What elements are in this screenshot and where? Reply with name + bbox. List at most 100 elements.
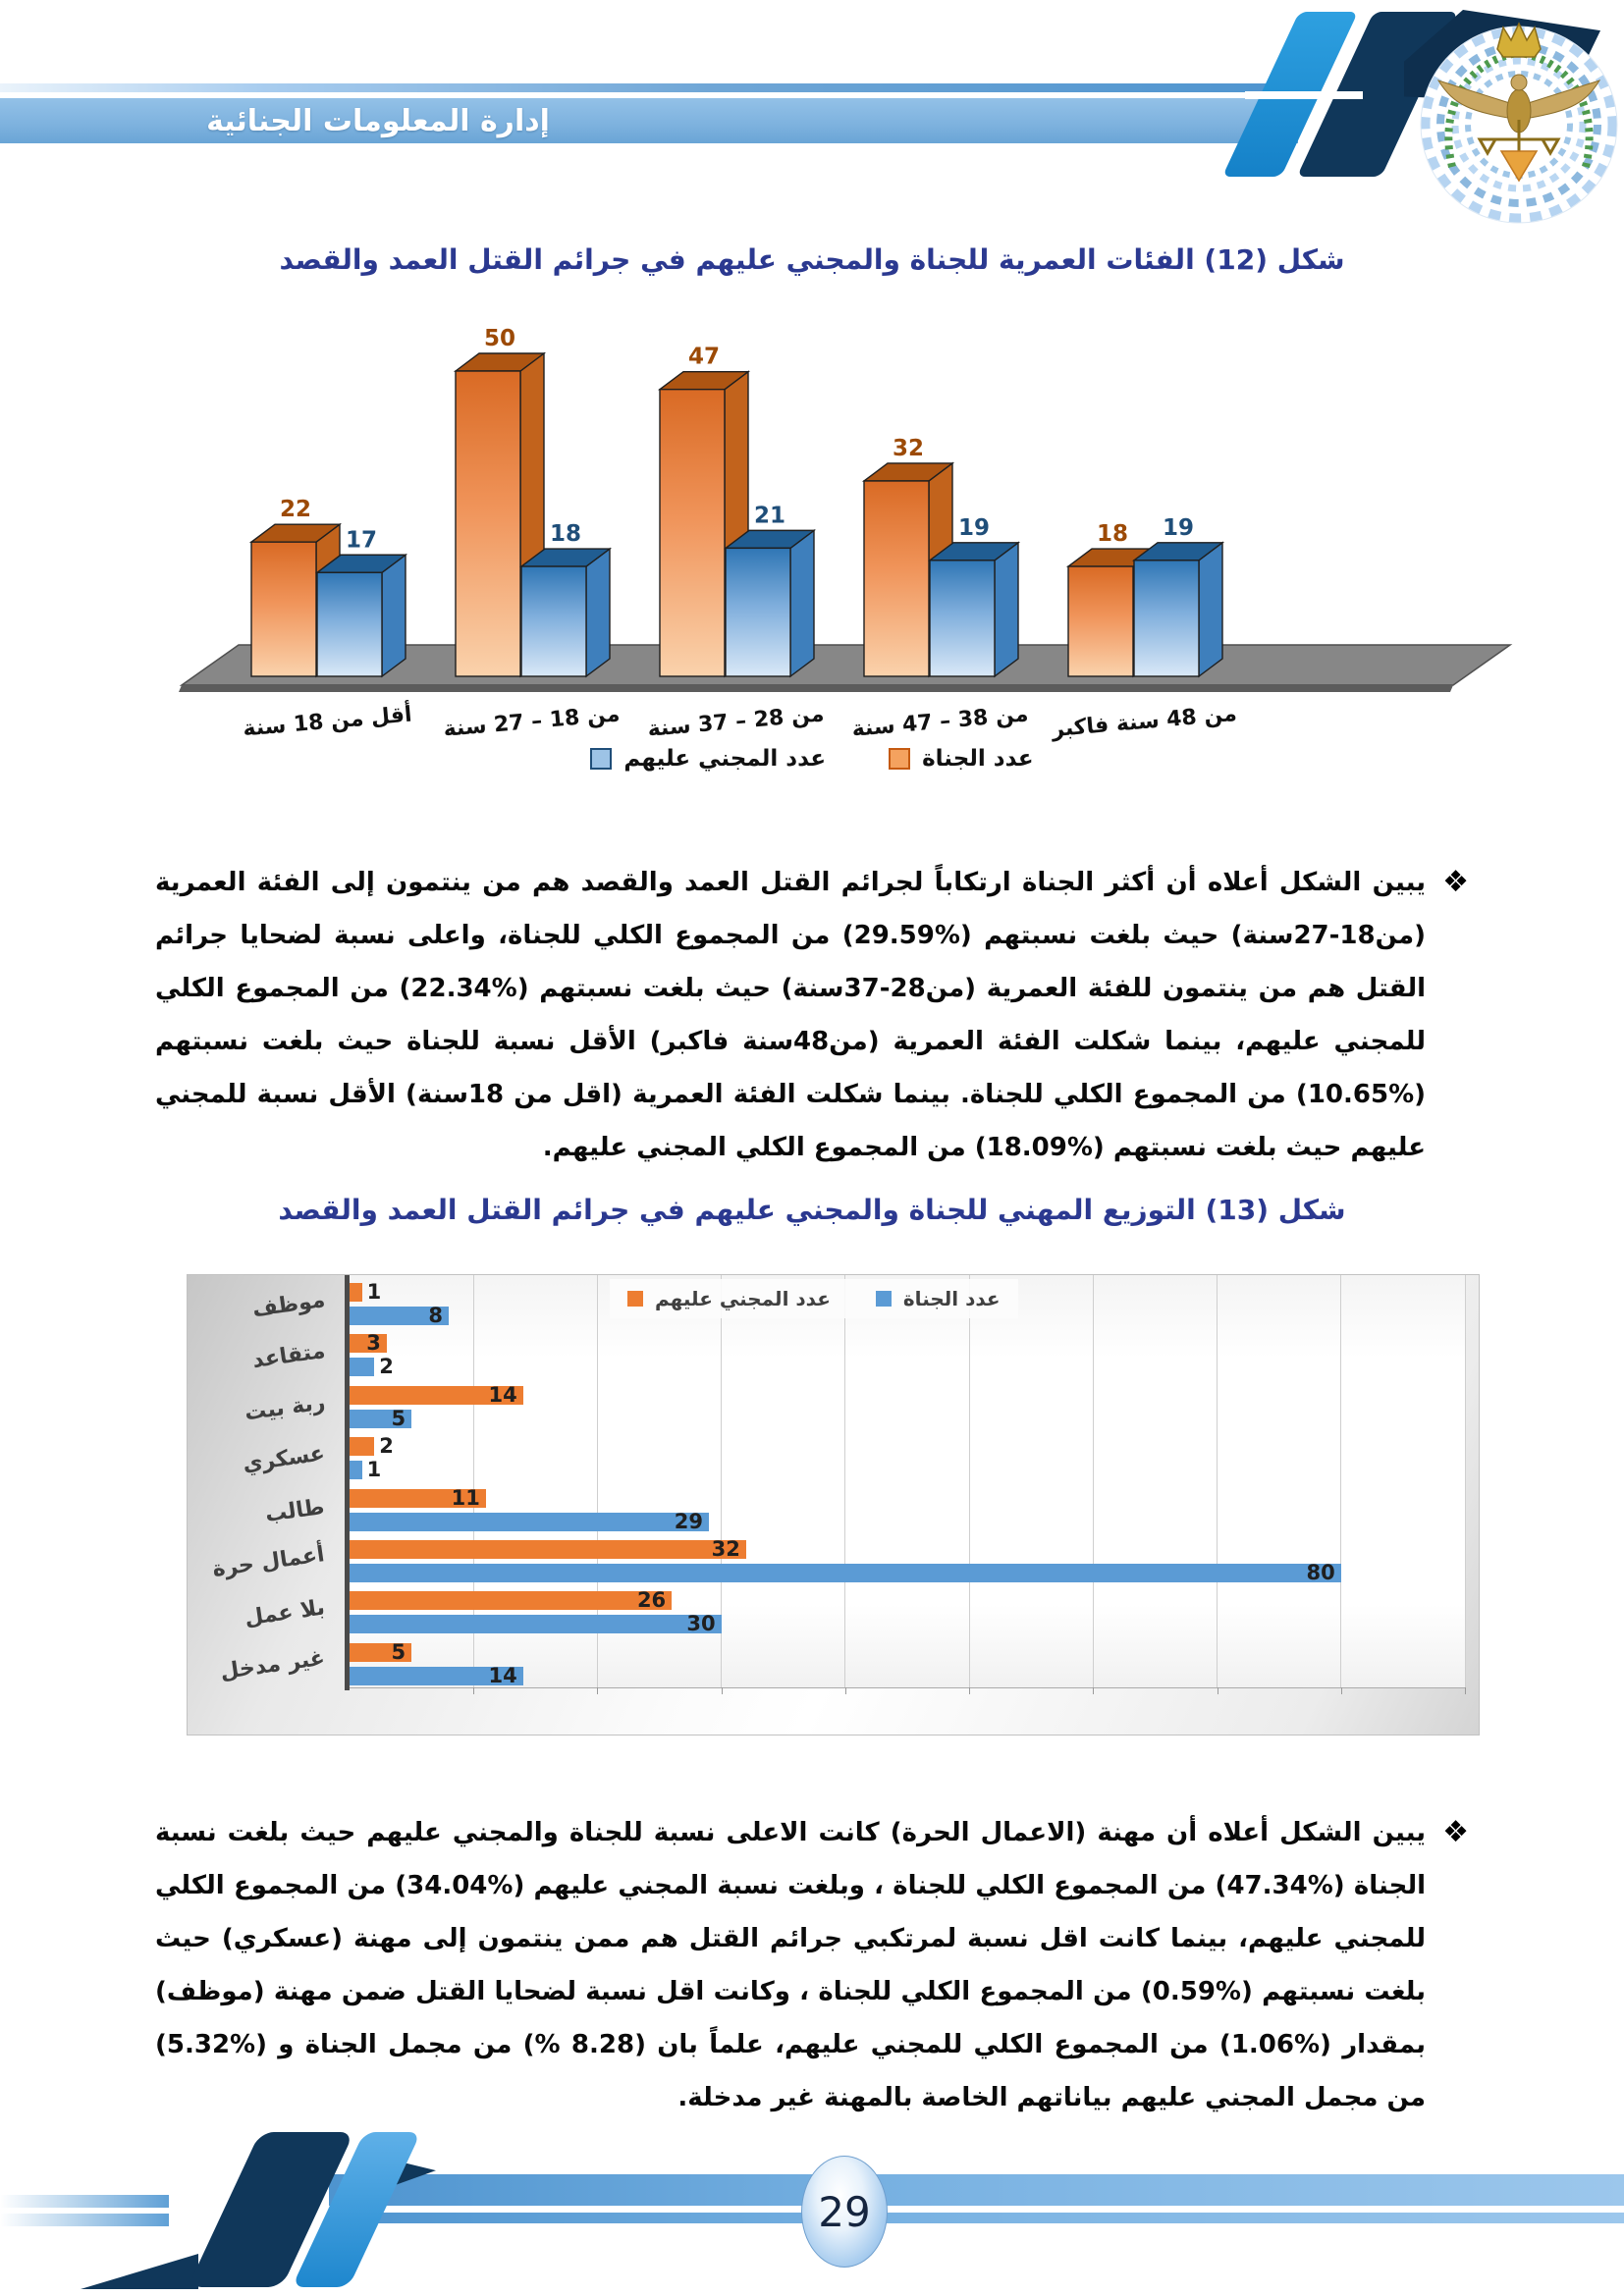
value-label: 30 [686, 1612, 716, 1636]
category-label: من 18 – 27 سنة [443, 702, 622, 742]
3d-bar [927, 541, 1021, 678]
legend-label-perpetrators: عدد الجناة [902, 1287, 1001, 1310]
category-label: من 28 – 37 سنة [647, 702, 826, 742]
axis-tick [1093, 1687, 1095, 1694]
footer-band [329, 2174, 1624, 2223]
value-label: 21 [754, 503, 785, 528]
value-label: 1 [366, 1280, 382, 1304]
header-department-title: إدارة المعلومات الجنائية [206, 104, 550, 138]
category-label: موظف [250, 1287, 327, 1323]
value-label: 14 [488, 1663, 517, 1687]
value-label: 11 [451, 1485, 480, 1510]
bar: 14 [350, 1382, 523, 1407]
category-label: بلا عمل [243, 1595, 327, 1631]
bar: 8 [350, 1304, 449, 1327]
diamond-bullet-icon: ❖ [1442, 865, 1469, 899]
bar: 26 [350, 1588, 673, 1613]
3d-bar [723, 528, 817, 678]
figure12-3d-bar-chart: 22 17 أقل من 18 سنة 50 18 من 18 – 27 سنة 47 21 م… [179, 326, 1513, 742]
value-label: 80 [1306, 1561, 1335, 1584]
value-label: 22 [280, 497, 311, 522]
footer-navy-triangle-bottom [81, 2254, 198, 2289]
figure13-category-labels: موظف متقاعد ربة بيت عسكري طالب أعمال حرة بلا ع… [188, 1275, 341, 1687]
figure12-title: شكل (12) الفئات العمرية للجناة والمجني ع… [279, 243, 1345, 276]
bar: 29 [350, 1509, 710, 1533]
value-label: 29 [674, 1509, 704, 1533]
category-label: طالب [264, 1494, 327, 1527]
header-stripe-gap [1245, 91, 1363, 99]
gridline [1340, 1275, 1342, 1687]
page-number-badge: 29 [801, 2156, 888, 2268]
bar: 2 [350, 1357, 394, 1377]
figure13-title: شكل (13) التوزيع المهني للجناة والمجني ع… [278, 1194, 1346, 1226]
value-label: 2 [379, 1355, 394, 1379]
psd-emblem-logo [1420, 22, 1618, 224]
bar: 11 [350, 1485, 486, 1510]
victims-swatch-icon [590, 748, 613, 770]
shield-icon [1499, 150, 1539, 183]
footer-left-band-stripe [0, 2208, 169, 2214]
gridline [596, 1275, 598, 1687]
scales-icon [1477, 120, 1561, 157]
footer-band-stripe [329, 2206, 1624, 2213]
axis-tick [597, 1687, 599, 1694]
category-label: ربة بيت [243, 1390, 327, 1426]
header-thin-band [0, 83, 1294, 92]
ground-plate-edge [179, 685, 1453, 692]
paragraph-2-text: يبين الشكل أعلاه أن مهنة (الاعمال الحرة)… [155, 1818, 1427, 2112]
figure13-horizontal-bar-chart: 1 8 3 2 14 5 2 1 11 29 32 80 26 30 5 14 موظف متقاعد ربة ب… [187, 1274, 1480, 1735]
value-label: 2 [379, 1434, 394, 1459]
category-label: من 38 – 47 سنة [851, 702, 1030, 742]
legend-label-perpetrators: عدد الجناة [922, 746, 1034, 772]
value-label: 32 [893, 436, 924, 461]
victims-swatch-icon [627, 1291, 643, 1307]
axis-tick [969, 1687, 971, 1694]
paragraph-1-text: يبين الشكل أعلاه أن أكثر الجناة ارتكاباً… [155, 868, 1426, 1162]
value-label: 50 [484, 326, 515, 351]
value-label: 5 [391, 1639, 406, 1664]
bar: 2 [350, 1436, 394, 1457]
axis-tick [473, 1687, 475, 1694]
value-label: 18 [1097, 521, 1128, 547]
legend-label-victims: عدد المجني عليهم [655, 1287, 831, 1310]
3d-bar [518, 547, 613, 678]
figure13-y-axis [345, 1275, 350, 1690]
analysis-paragraph-2: ❖ يبين الشكل أعلاه أن مهنة (الاعمال الحر… [155, 1806, 1469, 2124]
3d-bar [314, 553, 408, 678]
bar: 1 [350, 1282, 381, 1303]
value-label: 8 [428, 1304, 443, 1327]
axis-tick [844, 1687, 846, 1694]
bar: 30 [350, 1612, 722, 1636]
figure13-legend: عدد المجني عليهم عدد الجناة [610, 1279, 1018, 1318]
figure13-plot-area: 1 8 3 2 14 5 2 1 11 29 32 80 26 30 5 14 [350, 1275, 1466, 1687]
crown-icon [1496, 22, 1542, 58]
value-label: 3 [366, 1331, 381, 1356]
legend-label-victims: عدد المجني عليهم [623, 746, 827, 772]
value-label: 32 [711, 1537, 740, 1561]
value-label: 47 [688, 345, 720, 370]
legend-item-victims: عدد المجني عليهم [590, 746, 826, 772]
bar: 3 [350, 1331, 387, 1356]
figure12-legend: عدد الجناة عدد المجني عليهم [0, 746, 1624, 772]
bar: 1 [350, 1460, 381, 1480]
category-label: أعمال حرة [210, 1542, 327, 1582]
analysis-paragraph-1: ❖ يبين الشكل أعلاه أن أكثر الجناة ارتكاب… [155, 856, 1469, 1174]
category-label: غير مدخل [218, 1645, 327, 1685]
bar: 14 [350, 1663, 523, 1687]
gridline [1464, 1275, 1466, 1687]
bar: 80 [350, 1561, 1341, 1584]
header-band [0, 98, 1298, 143]
3d-bar [1131, 541, 1225, 678]
value-label: 5 [391, 1406, 406, 1430]
page-number: 29 [818, 2187, 871, 2236]
gridline [968, 1275, 970, 1687]
axis-tick [1340, 1687, 1342, 1694]
value-label: 26 [636, 1588, 667, 1613]
category-label: من 48 سنة فاكبر [1050, 702, 1238, 742]
bar: 32 [350, 1537, 746, 1561]
perpetrators-swatch-icon [875, 1291, 892, 1307]
value-label: 19 [958, 515, 990, 541]
axis-tick [721, 1687, 723, 1694]
value-label: 14 [488, 1382, 517, 1407]
